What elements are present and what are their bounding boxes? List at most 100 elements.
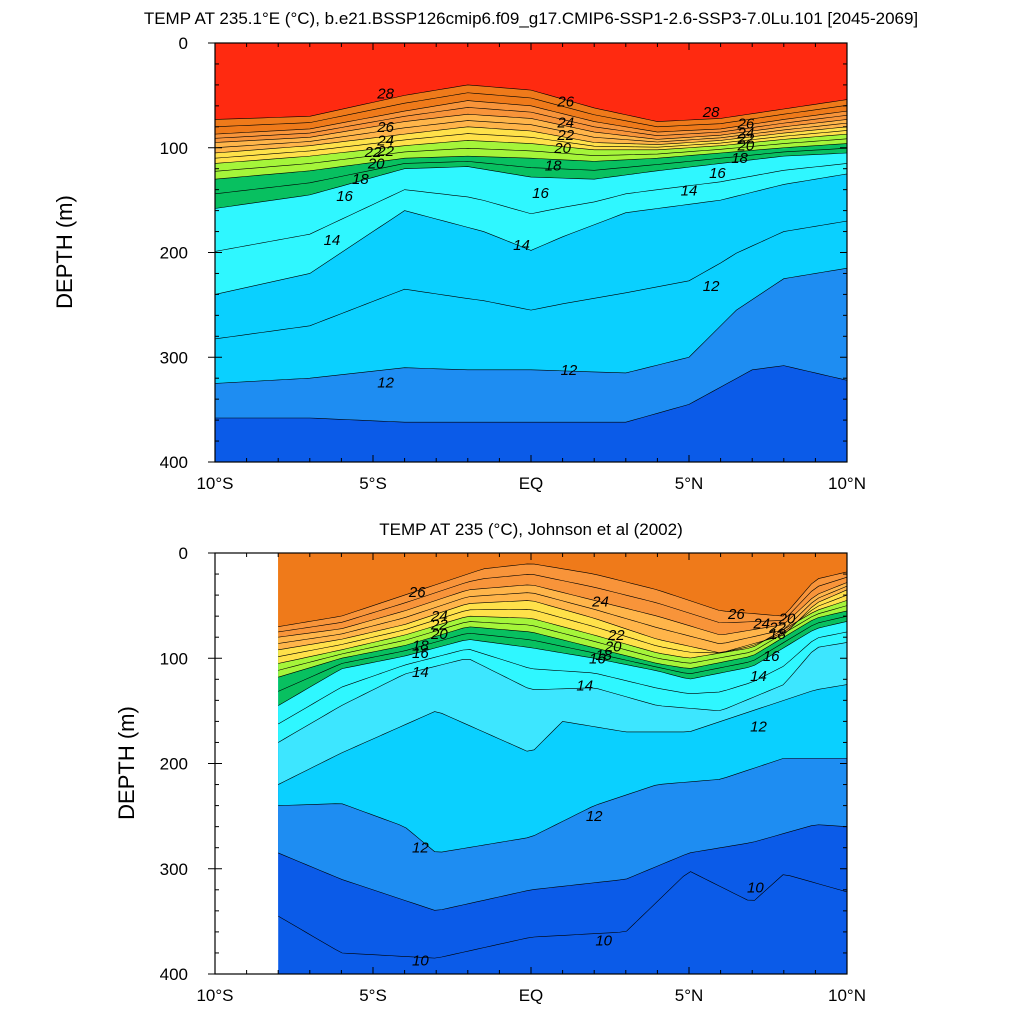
contour-label: 28 xyxy=(702,104,720,121)
isotherm-line-10 xyxy=(278,871,847,959)
x-tick-label: 5°N xyxy=(675,474,704,493)
y-tick-label: 300 xyxy=(160,860,188,879)
top-contour-panel: TEMP AT 235.1°E (°C), b.e21.BSSP126cmip6… xyxy=(52,9,918,493)
bottom-panel-title: TEMP AT 235 (°C), Johnson et al (2002) xyxy=(379,520,683,539)
contour-label: 22 xyxy=(607,627,625,644)
contour-label: 12 xyxy=(586,808,603,825)
bottom-panel-fill-layer xyxy=(278,553,847,974)
isotherm-line-13 xyxy=(215,220,847,340)
isotherm-line-15 xyxy=(278,631,847,725)
y-tick-label: 400 xyxy=(160,453,188,472)
contour-label: 14 xyxy=(513,237,530,254)
contour-label: 20 xyxy=(367,155,385,172)
contour-label: 16 xyxy=(763,648,780,665)
contour-label: 24 xyxy=(430,608,448,625)
contour-label: 26 xyxy=(737,116,755,133)
contour-label: 18 xyxy=(545,158,562,175)
contour-label: 12 xyxy=(377,374,394,391)
contour-label: 18 xyxy=(731,150,748,167)
contour-label: 14 xyxy=(576,678,593,695)
isotherm-line-24 xyxy=(215,113,847,143)
contour-label: 12 xyxy=(561,362,578,379)
isotherm-line-14 xyxy=(278,642,847,743)
contour-label: 26 xyxy=(408,584,426,601)
contour-label: 14 xyxy=(324,232,341,249)
isotherm-line-20 xyxy=(215,133,847,164)
isotherm-line-18 xyxy=(278,610,847,678)
contour-label: 16 xyxy=(412,645,429,662)
contour-label: 22 xyxy=(430,617,448,634)
contour-label: 20 xyxy=(553,140,571,157)
contour-label: 22 xyxy=(376,143,394,160)
bottom-panel-axes-ticks: 10°S 5°S EQ 5°N 10°N 0 100 200 300 400 xyxy=(160,544,866,1005)
isotherm-line-17 xyxy=(215,147,847,195)
contour-label: 26 xyxy=(556,94,574,111)
isotherm-line-26 xyxy=(215,100,847,135)
isotherm-line-22 xyxy=(278,589,847,653)
x-tick-label: 5°S xyxy=(359,474,387,493)
isotherm-line-25 xyxy=(215,107,847,139)
x-tick-label: 10°S xyxy=(196,986,233,1005)
isotherm-line-19 xyxy=(215,138,847,172)
contour-label: 18 xyxy=(769,626,786,643)
isotherm-line-28 xyxy=(215,84,847,122)
contour-label: 16 xyxy=(589,650,606,667)
x-tick-label: 5°S xyxy=(359,986,387,1005)
isotherm-line-22 xyxy=(215,126,847,154)
contour-label: 22 xyxy=(768,620,786,637)
contour-label: 12 xyxy=(703,278,720,295)
isotherm-line-16 xyxy=(278,621,847,706)
y-tick-label: 400 xyxy=(160,965,188,984)
isotherm-line-12 xyxy=(278,757,847,853)
top-panel-fill-layer xyxy=(215,43,847,462)
contour-label: 14 xyxy=(412,664,429,681)
contour-label: 24 xyxy=(591,593,609,610)
contour-label: 24 xyxy=(737,125,755,142)
isotherm-line-21 xyxy=(278,594,847,657)
x-tick-label: 10°N xyxy=(828,986,866,1005)
contour-label: 24 xyxy=(376,132,394,149)
isotherm-line-17 xyxy=(278,615,847,692)
isotherm-line-27 xyxy=(215,92,847,128)
contour-label: 26 xyxy=(727,606,745,623)
bottom-panel-y-axis-label: DEPTH (m) xyxy=(114,706,139,820)
isotherm-line-11 xyxy=(215,365,847,423)
contour-label: 22 xyxy=(556,127,574,144)
y-tick-label: 300 xyxy=(160,348,188,367)
top-panel-title: TEMP AT 235.1°E (°C), b.e21.BSSP126cmip6… xyxy=(144,9,918,28)
isotherm-line-21 xyxy=(215,130,847,159)
contour-label: 16 xyxy=(336,188,353,205)
bottom-panel-contour-lines xyxy=(278,563,847,959)
isotherm-line-12 xyxy=(215,267,847,384)
contour-label: 14 xyxy=(681,183,698,200)
isotherm-line-24 xyxy=(278,582,847,638)
y-tick-label: 0 xyxy=(179,34,188,53)
y-tick-label: 100 xyxy=(160,649,188,668)
contour-label: 10 xyxy=(412,952,429,969)
contour-label: 24 xyxy=(556,115,574,132)
isotherm-line-23 xyxy=(215,120,847,149)
top-panel-contour-lines xyxy=(215,84,847,423)
contour-label: 26 xyxy=(376,119,394,136)
contour-label: 10 xyxy=(595,932,612,949)
contour-label: 12 xyxy=(412,840,429,857)
contour-label: 10 xyxy=(747,880,764,897)
x-tick-label: EQ xyxy=(519,474,544,493)
isotherm-line-14 xyxy=(215,173,847,295)
isotherm-line-20 xyxy=(278,600,847,664)
contour-label: 16 xyxy=(532,185,549,202)
contour-label: 18 xyxy=(412,638,429,655)
isotherm-line-15 xyxy=(215,163,847,252)
contour-label: 18 xyxy=(595,647,612,664)
contour-label: 22 xyxy=(737,130,755,147)
contour-label: 12 xyxy=(750,719,767,736)
bottom-contour-panel: TEMP AT 235 (°C), Johnson et al (2002) D… xyxy=(114,520,866,1005)
contour-label: 20 xyxy=(778,610,796,627)
x-tick-label: 5°N xyxy=(675,986,704,1005)
x-tick-label: 10°S xyxy=(196,474,233,493)
contour-label: 28 xyxy=(376,85,394,102)
y-tick-label: 0 xyxy=(179,544,188,563)
x-tick-label: EQ xyxy=(519,986,544,1005)
